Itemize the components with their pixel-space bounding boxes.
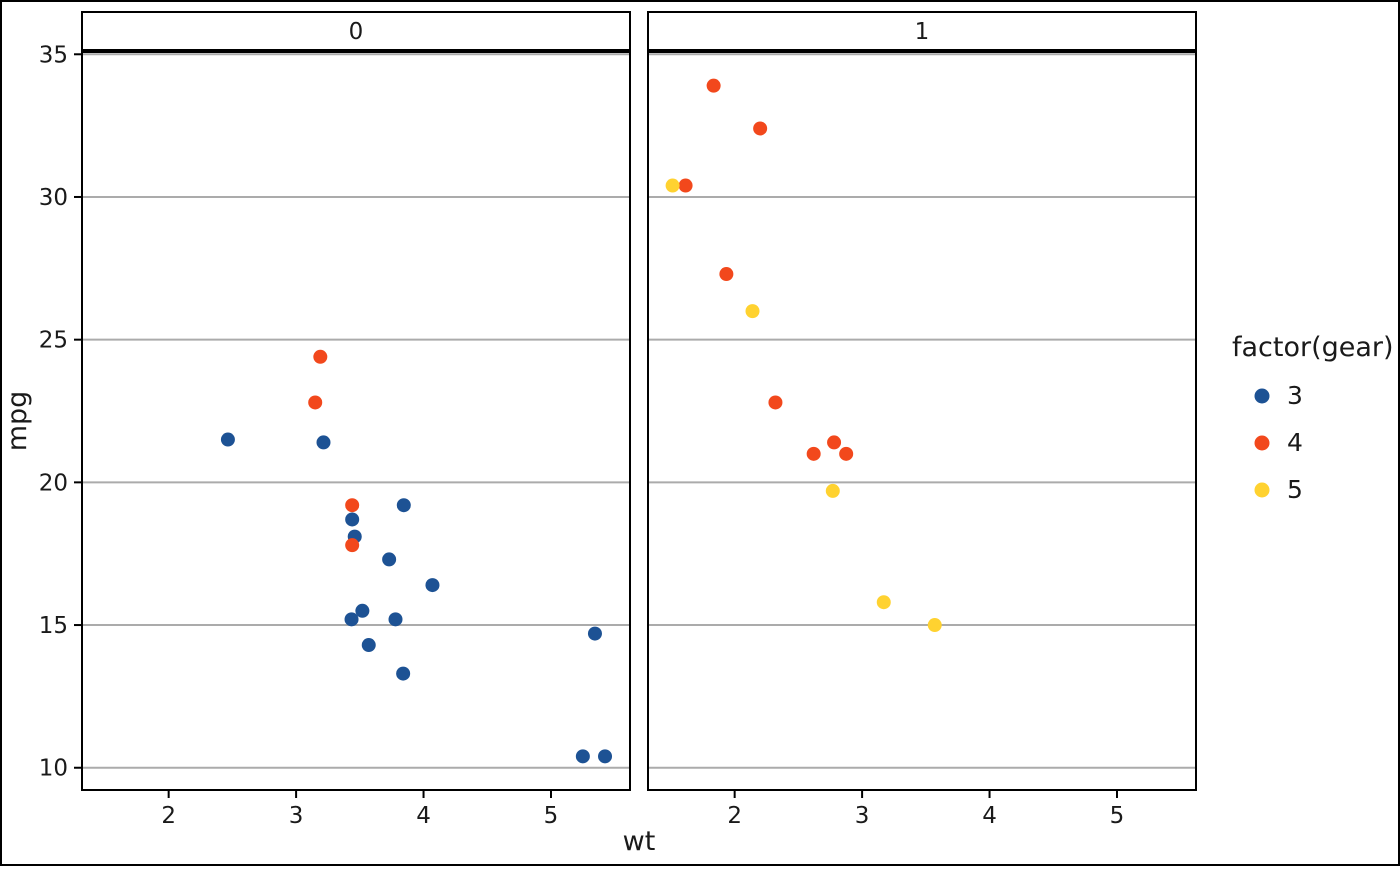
panel-background bbox=[648, 52, 1196, 790]
data-point bbox=[396, 498, 411, 513]
data-point bbox=[313, 349, 328, 364]
data-point bbox=[927, 618, 942, 633]
x-tick-label: 4 bbox=[416, 803, 431, 829]
legend-label-gear-4: 4 bbox=[1287, 428, 1303, 457]
x-tick-label: 5 bbox=[1110, 803, 1125, 829]
x-axis-title: wt bbox=[623, 826, 656, 857]
y-tick-label: 10 bbox=[39, 756, 68, 782]
legend-title: factor(gear) bbox=[1232, 332, 1394, 363]
data-point bbox=[388, 612, 403, 627]
facet-strip-label-0: 0 bbox=[349, 19, 364, 45]
x-tick-label: 5 bbox=[544, 803, 559, 829]
data-point bbox=[345, 538, 360, 553]
data-point bbox=[806, 446, 821, 461]
data-point bbox=[876, 595, 891, 610]
panel-border bbox=[647, 51, 1197, 791]
facet-strip-label-1: 1 bbox=[915, 19, 930, 45]
data-point bbox=[827, 435, 842, 450]
x-tick-label: 4 bbox=[982, 803, 997, 829]
y-tick-label: 20 bbox=[39, 470, 68, 496]
data-point bbox=[839, 446, 854, 461]
legend-key-dot-gear-4 bbox=[1254, 435, 1270, 451]
data-point bbox=[575, 749, 590, 764]
y-tick-label: 25 bbox=[39, 328, 68, 354]
data-point bbox=[425, 578, 440, 593]
data-point bbox=[587, 626, 602, 641]
y-tick-label: 30 bbox=[39, 185, 68, 211]
data-point bbox=[361, 638, 376, 653]
data-point bbox=[665, 178, 680, 193]
data-point bbox=[598, 749, 613, 764]
data-point bbox=[308, 395, 323, 410]
x-tick-label: 3 bbox=[289, 803, 304, 829]
x-tick-label: 2 bbox=[161, 803, 176, 829]
data-point bbox=[344, 612, 359, 627]
data-point bbox=[768, 395, 783, 410]
x-tick-label: 3 bbox=[855, 803, 870, 829]
x-tick-label: 2 bbox=[727, 803, 742, 829]
legend-key-dot-gear-5 bbox=[1254, 482, 1270, 498]
panel-border bbox=[81, 51, 631, 791]
data-point bbox=[355, 603, 370, 618]
data-point bbox=[706, 78, 721, 93]
facet-strip bbox=[647, 11, 1197, 51]
data-point bbox=[382, 552, 397, 567]
data-point bbox=[719, 267, 734, 282]
data-point bbox=[345, 512, 360, 527]
legend-label-gear-3: 3 bbox=[1287, 381, 1303, 410]
data-point bbox=[316, 435, 331, 450]
facet-strip bbox=[81, 11, 631, 51]
y-tick-label: 35 bbox=[39, 42, 68, 68]
data-point bbox=[825, 483, 840, 498]
legend-label-gear-5: 5 bbox=[1287, 475, 1303, 504]
data-point bbox=[753, 121, 768, 136]
data-point bbox=[678, 178, 693, 193]
data-point bbox=[396, 666, 411, 681]
legend-key-dot-gear-3 bbox=[1254, 388, 1270, 404]
data-point bbox=[745, 304, 760, 319]
y-axis-title: mpg bbox=[2, 391, 33, 452]
data-point bbox=[345, 498, 360, 513]
y-tick-label: 15 bbox=[39, 613, 68, 639]
data-point bbox=[220, 432, 235, 447]
panel-background bbox=[82, 52, 630, 790]
